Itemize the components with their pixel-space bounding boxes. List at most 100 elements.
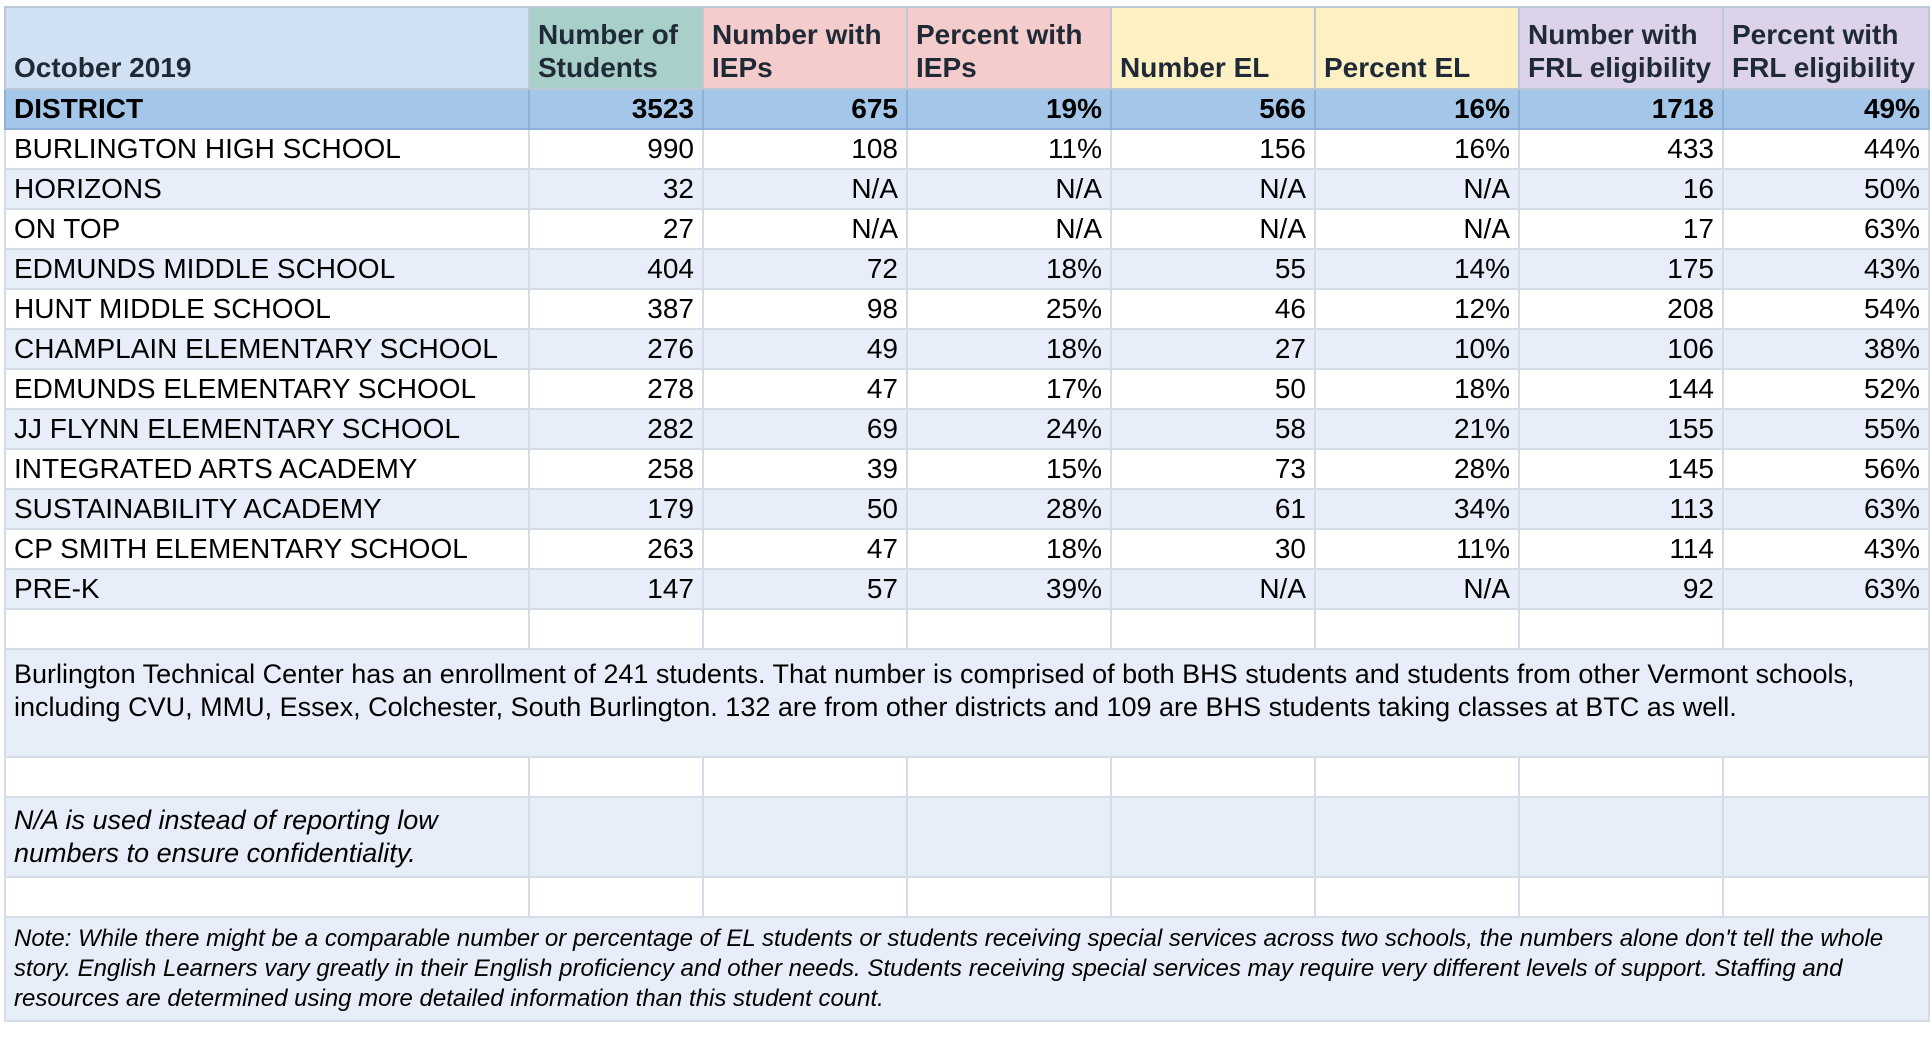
cell-school-name: HORIZONS (4, 168, 530, 210)
empty-cell (1314, 756, 1520, 798)
district-total-row: DISTRICT 3523 675 19% 566 16% 1718 49% (4, 88, 1930, 130)
empty-cell (1314, 796, 1520, 878)
cell-students: 276 (528, 328, 704, 370)
empty-cell (702, 796, 908, 878)
spacer-row (4, 756, 1930, 798)
empty-cell (702, 876, 908, 918)
table-row: JJ FLYNN ELEMENTARY SCHOOL 282 69 24% 58 21% 1… (4, 408, 1930, 450)
cell-el-percent: N/A (1314, 568, 1520, 610)
na-explanation-row: N/A is used instead of reporting low num… (4, 796, 1930, 878)
cell-el-percent: 11% (1314, 528, 1520, 570)
cell-el-percent: 34% (1314, 488, 1520, 530)
cell-iep-percent: N/A (906, 168, 1112, 210)
cell-frl-count: 208 (1518, 288, 1724, 330)
empty-cell (1722, 756, 1930, 798)
cell-frl-count: 92 (1518, 568, 1724, 610)
cell-el-count: 61 (1110, 488, 1316, 530)
cell-iep-count: 47 (702, 528, 908, 570)
cell-el-count: N/A (1110, 568, 1316, 610)
cell-iep-percent: 25% (906, 288, 1112, 330)
spacer-row (4, 876, 1930, 918)
empty-cell (906, 756, 1112, 798)
cell-el-count: 55 (1110, 248, 1316, 290)
table-row: CHAMPLAIN ELEMENTARY SCHOOL 276 49 18% 27 10%… (4, 328, 1930, 370)
empty-cell (702, 756, 908, 798)
header-row: October 2019 Number of Students Number w… (4, 6, 1930, 90)
cell-el-percent: 28% (1314, 448, 1520, 490)
cell-frl-percent: 43% (1722, 248, 1930, 290)
header-iep-percent: Percent with IEPs (906, 6, 1112, 90)
district-iep-count: 675 (702, 88, 908, 130)
cell-students: 404 (528, 248, 704, 290)
empty-cell (1722, 876, 1930, 918)
na-explanation-note: N/A is used instead of reporting low num… (4, 796, 530, 878)
cell-students: 179 (528, 488, 704, 530)
cell-students: 278 (528, 368, 704, 410)
cell-iep-percent: 18% (906, 328, 1112, 370)
header-period: October 2019 (4, 6, 530, 90)
empty-cell (1722, 608, 1930, 650)
cell-frl-percent: 44% (1722, 128, 1930, 170)
cell-frl-percent: 63% (1722, 568, 1930, 610)
cell-school-name: EDMUNDS ELEMENTARY SCHOOL (4, 368, 530, 410)
cell-students: 387 (528, 288, 704, 330)
district-label: DISTRICT (4, 88, 530, 130)
cell-students: 32 (528, 168, 704, 210)
cell-iep-percent: N/A (906, 208, 1112, 250)
empty-cell (4, 876, 530, 918)
empty-cell (1110, 796, 1316, 878)
cell-iep-count: 39 (702, 448, 908, 490)
cell-school-name: INTEGRATED ARTS ACADEMY (4, 448, 530, 490)
cell-frl-count: 145 (1518, 448, 1724, 490)
cell-frl-count: 17 (1518, 208, 1724, 250)
district-frl-percent: 49% (1722, 88, 1930, 130)
cell-el-percent: 10% (1314, 328, 1520, 370)
cell-iep-count: 57 (702, 568, 908, 610)
cell-iep-percent: 18% (906, 248, 1112, 290)
table-row: CP SMITH ELEMENTARY SCHOOL 263 47 18% 30 11% 1… (4, 528, 1930, 570)
cell-el-percent: N/A (1314, 168, 1520, 210)
cell-iep-percent: 17% (906, 368, 1112, 410)
cell-students: 27 (528, 208, 704, 250)
cell-frl-count: 16 (1518, 168, 1724, 210)
header-frl-count: Number with FRL eligibility (1518, 6, 1724, 90)
cell-frl-count: 106 (1518, 328, 1724, 370)
cell-iep-count: N/A (702, 208, 908, 250)
empty-cell (4, 756, 530, 798)
empty-cell (906, 608, 1112, 650)
enrollment-sheet: October 2019 Number of Students Number w… (4, 6, 1930, 1022)
cell-el-count: 27 (1110, 328, 1316, 370)
cell-frl-percent: 56% (1722, 448, 1930, 490)
cell-el-percent: 21% (1314, 408, 1520, 450)
cell-iep-count: 108 (702, 128, 908, 170)
table-row: PRE-K 147 57 39% N/A N/A 92 63% (4, 568, 1930, 610)
header-iep-count: Number with IEPs (702, 6, 908, 90)
cell-iep-count: N/A (702, 168, 908, 210)
cell-el-percent: N/A (1314, 208, 1520, 250)
cell-school-name: EDMUNDS MIDDLE SCHOOL (4, 248, 530, 290)
cell-students: 263 (528, 528, 704, 570)
table-row: EDMUNDS MIDDLE SCHOOL 404 72 18% 55 14% 175 43% (4, 248, 1930, 290)
table-row: HUNT MIDDLE SCHOOL 387 98 25% 46 12% 208 54% (4, 288, 1930, 330)
empty-cell (1314, 608, 1520, 650)
cell-school-name: SUSTAINABILITY ACADEMY (4, 488, 530, 530)
cell-frl-percent: 43% (1722, 528, 1930, 570)
empty-cell (1722, 796, 1930, 878)
btc-enrollment-note: Burlington Technical Center has an enrol… (4, 648, 1930, 758)
cell-iep-count: 49 (702, 328, 908, 370)
cell-frl-count: 144 (1518, 368, 1724, 410)
empty-cell (1110, 756, 1316, 798)
empty-cell (1518, 876, 1724, 918)
header-students: Number of Students (528, 6, 704, 90)
empty-cell (1314, 876, 1520, 918)
footnote-row: Note: While there might be a comparable … (4, 916, 1930, 1022)
cell-school-name: JJ FLYNN ELEMENTARY SCHOOL (4, 408, 530, 450)
cell-iep-percent: 39% (906, 568, 1112, 610)
cell-frl-count: 175 (1518, 248, 1724, 290)
cell-school-name: BURLINGTON HIGH SCHOOL (4, 128, 530, 170)
cell-frl-count: 113 (1518, 488, 1724, 530)
enrollment-table: October 2019 Number of Students Number w… (4, 6, 1930, 1022)
btc-enrollment-row: Burlington Technical Center has an enrol… (4, 648, 1930, 758)
empty-cell (528, 608, 704, 650)
cell-frl-percent: 54% (1722, 288, 1930, 330)
